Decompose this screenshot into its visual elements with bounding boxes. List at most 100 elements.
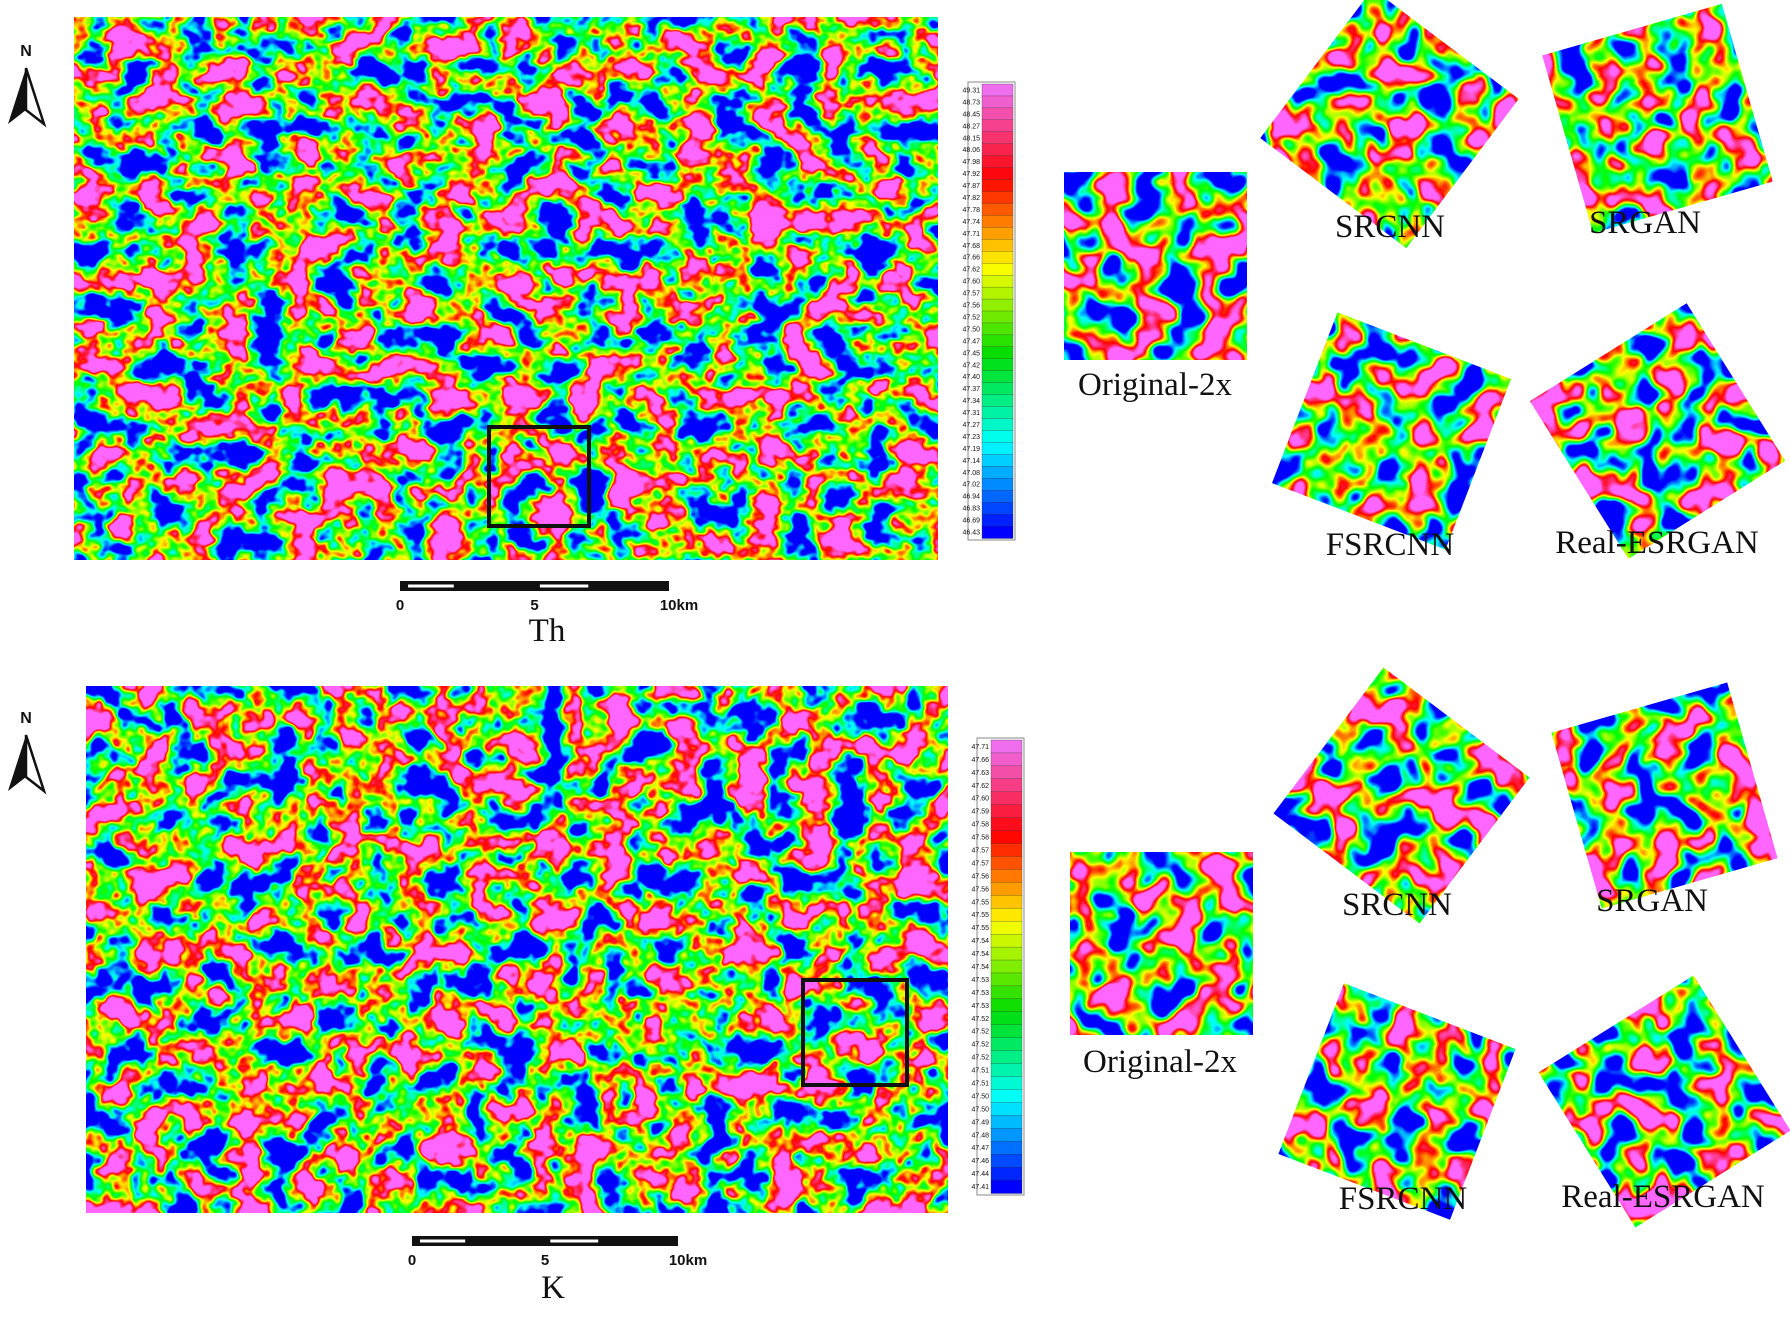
contour-map: [74, 17, 938, 560]
colorbar-step: [981, 227, 1014, 240]
colorbar-step: [981, 251, 1014, 264]
colorbar-step: [990, 843, 1023, 858]
colorbar-step: [981, 131, 1014, 145]
scale-label: 10km: [669, 1252, 707, 1269]
colorbar-label: 47.27: [962, 422, 980, 429]
highlight-box: [801, 978, 909, 1087]
colorbar-label: 47.56: [962, 303, 980, 310]
colorbar-label: 47.50: [962, 326, 980, 333]
colorbar-step: [990, 972, 1023, 987]
colorbar-label: 47.92: [962, 171, 980, 178]
colorbar-label: 47.53: [971, 1003, 989, 1010]
colorbar-label: 47.49: [971, 1119, 989, 1126]
colorbar-label: 47.82: [962, 195, 980, 202]
colorbar-step: [990, 791, 1023, 806]
colorbar-step: [981, 179, 1014, 193]
colorbar-label: 46.94: [962, 494, 980, 501]
north-label: N: [20, 710, 32, 727]
colorbar-step: [990, 1166, 1023, 1181]
colorbar-step: [981, 191, 1014, 205]
colorbar-step: [981, 334, 1014, 348]
north-arrow-outline: [24, 734, 47, 795]
inset-image: [1260, 0, 1519, 248]
colorbar-label: 48.45: [962, 111, 980, 118]
colorbar-label: 47.63: [971, 770, 989, 777]
colorbar-label: 47.98: [962, 159, 980, 166]
colorbar-step: [990, 739, 1023, 754]
scale-bar-gap: [419, 1239, 466, 1243]
colorbar-label: 47.53: [971, 977, 989, 984]
north-arrow-outline: [24, 67, 47, 128]
colorbar-step: [990, 1089, 1023, 1104]
colorbar-label: 47.34: [962, 398, 980, 405]
colorbar-step: [981, 263, 1014, 276]
north-arrow: [8, 735, 26, 791]
colorbar-step: [981, 502, 1014, 515]
colorbar-label: 47.54: [971, 964, 989, 971]
colorbar-step: [990, 752, 1023, 767]
colorbar-label: 47.52: [971, 1029, 989, 1036]
colorbar-step: [981, 215, 1014, 229]
inset-image: [1551, 682, 1777, 908]
colorbar-label: 46.69: [962, 518, 980, 525]
colorbar-label: 47.57: [971, 860, 989, 867]
colorbar-label: 47.57: [962, 291, 980, 298]
colorbar-step: [990, 1115, 1023, 1129]
colorbar-step: [981, 155, 1014, 169]
contour-map: [86, 686, 948, 1213]
colorbar-label: 47.87: [962, 183, 980, 190]
colorbar-step: [990, 895, 1023, 909]
colorbar-label: 47.14: [962, 458, 980, 465]
colorbar-label: 47.19: [962, 446, 980, 453]
colorbar-step: [990, 908, 1023, 922]
colorbar-step: [981, 513, 1014, 527]
colorbar-label: 47.45: [962, 350, 980, 357]
colorbar-label: 47.46: [971, 1158, 989, 1165]
inset-label: SRCNN: [1335, 209, 1445, 245]
colorbar-label: 47.31: [962, 410, 980, 417]
colorbar-label: 47.53: [971, 990, 989, 997]
colorbar-step: [981, 95, 1014, 109]
colorbar-step: [990, 1141, 1023, 1155]
scale-bar-gap: [539, 584, 589, 588]
colorbar-step: [990, 765, 1023, 780]
colorbar-step: [990, 830, 1023, 845]
scale-bar: [412, 1236, 678, 1246]
colorbar-step: [981, 394, 1014, 408]
scale-label: 5: [541, 1252, 549, 1269]
colorbar-step: [990, 985, 1023, 1000]
inset-label: SRGAN: [1596, 883, 1708, 919]
colorbar-label: 49.31: [962, 87, 980, 94]
colorbar-step: [990, 1024, 1023, 1039]
colorbar-label: 47.71: [962, 231, 980, 238]
panel-label: Th: [529, 613, 566, 649]
colorbar-label: 47.48: [971, 1132, 989, 1139]
colorbar-step: [990, 1050, 1023, 1065]
colorbar-label: 47.37: [962, 386, 980, 393]
colorbar-label: 48.27: [962, 123, 980, 130]
scale-label: 0: [408, 1252, 416, 1269]
colorbar-label: 47.71: [971, 744, 989, 751]
colorbar-step: [981, 418, 1014, 432]
colorbar-label: 47.66: [962, 255, 980, 262]
colorbar-label: 47.60: [962, 279, 980, 286]
colorbar-step: [981, 382, 1014, 396]
colorbar-label: 47.58: [971, 822, 989, 829]
colorbar-step: [981, 143, 1014, 157]
colorbar-step: [990, 1076, 1023, 1091]
colorbar-label: 47.56: [971, 873, 989, 880]
colorbar-label: 47.54: [971, 938, 989, 945]
north-label: N: [20, 43, 32, 60]
scale-bar-gap: [408, 584, 454, 588]
colorbar-step: [981, 107, 1014, 121]
north-arrow: [8, 68, 26, 124]
inset-image: [1273, 667, 1529, 923]
scale-bar: [400, 581, 669, 591]
colorbar-label: 47.78: [962, 207, 980, 214]
scale-bar-gap: [550, 1239, 599, 1243]
colorbar-label: 47.55: [971, 912, 989, 919]
colorbar-step: [981, 490, 1014, 503]
colorbar-label: 47.41: [971, 1184, 989, 1191]
colorbar-label: 48.15: [962, 135, 980, 142]
colorbar-label: 47.55: [971, 899, 989, 906]
